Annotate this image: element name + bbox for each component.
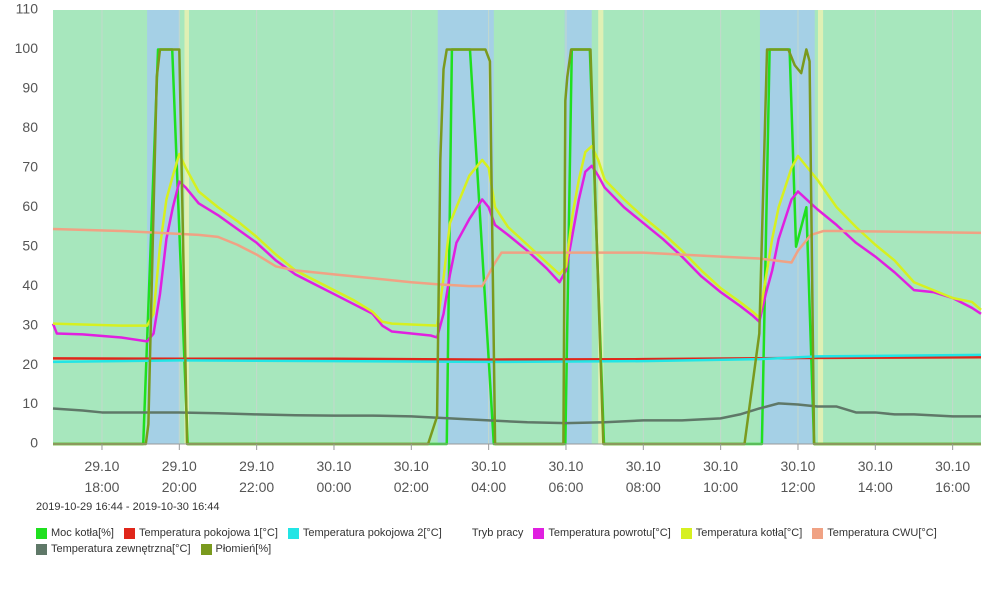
series-line (51, 164, 982, 343)
legend-swatch (200, 543, 212, 555)
legend-label: Temperatura pokojowa 2[°C] (302, 527, 442, 539)
x-tick-label: 30.10 00:00 (316, 458, 352, 495)
x-tick-label: 29.10 20:00 (161, 458, 197, 495)
date-range: 2019-10-29 16:44 - 2019-10-30 16:44 (36, 501, 220, 513)
legend-item: Temperatura powrotu[°C] (533, 526, 671, 540)
legend-swatch (680, 527, 692, 539)
x-tick-label: 30.10 06:00 (548, 458, 584, 495)
y-tick-label: 60 (22, 198, 38, 214)
series-line (52, 144, 982, 327)
x-tick-label: 30.10 10:00 (703, 458, 739, 495)
legend-item: Temperatura zewnętrzna[°C] (36, 542, 191, 556)
x-tick-label: 30.10 04:00 (471, 458, 507, 495)
legend-label: Temperatura powrotu[°C] (548, 527, 671, 539)
background (53, 10, 981, 444)
mode-band (53, 10, 981, 444)
legend-label: Tryb pracy (471, 527, 524, 539)
y-tick-label: 30 (22, 316, 38, 332)
x-tick-label: 30.10 02:00 (393, 458, 429, 495)
y-tick-label: 40 (22, 277, 38, 293)
x-tick-label: 29.10 18:00 (84, 458, 120, 495)
mode-band (817, 10, 824, 444)
legend-label: Temperatura pokojowa 1[°C] (138, 527, 278, 539)
mode-band (184, 10, 189, 444)
y-tick-label: 100 (15, 40, 39, 56)
plot: 0 10 20 30 40 50 60 70 80 90 100 110 (15, 1, 982, 451)
legend-item: Temperatura pokojowa 1[°C] (123, 526, 278, 540)
series-line (52, 353, 982, 364)
legend-item: Tryb pracy (452, 526, 524, 540)
x-tick-label: 30.10 12:00 (780, 458, 816, 495)
legend-swatch (287, 527, 299, 539)
legend-label: Temperatura kotła[°C] (695, 527, 803, 539)
x-tick-label: 30.10 08:00 (625, 458, 661, 495)
legend-item: Temperatura kotła[°C] (680, 526, 803, 540)
y-tick-label: 20 (22, 356, 38, 372)
legend-swatch (533, 527, 545, 539)
legend-swatch (36, 527, 47, 539)
legend-swatch (36, 543, 47, 555)
x-tick-label: 30.10 14:00 (857, 458, 893, 495)
legend-item: Temperatura pokojowa 2[°C] (287, 526, 442, 540)
y-tick-label: 50 (22, 237, 38, 253)
y-tick-label: 70 (22, 159, 38, 175)
x-tick-label: 30.10 16:00 (935, 458, 971, 495)
series-line (52, 227, 982, 288)
legend-item: Temperatura CWU[°C] (812, 526, 937, 540)
legend-item: Moc kotła[%] (36, 526, 114, 540)
legend-label: Płomień[%] (215, 543, 272, 555)
legend-label: Moc kotła[%] (51, 527, 114, 539)
y-tick-label: 110 (16, 1, 39, 17)
y-tick-label: 80 (22, 119, 38, 135)
mode-band (598, 10, 604, 444)
legend-swatch (123, 527, 135, 539)
legend-item: Płomień[%] (200, 542, 272, 556)
legend-label: Temperatura zewnętrzna[°C] (51, 543, 191, 555)
legend-label: Temperatura CWU[°C] (827, 527, 937, 539)
y-tick-label: 0 (30, 435, 38, 450)
y-tick-label: 10 (22, 395, 38, 411)
x-tick-label: 29.10 22:00 (239, 458, 275, 495)
legend-swatch (812, 527, 824, 539)
y-tick-label: 90 (22, 80, 38, 96)
legend: Moc kotła[%] Temperatura pokojowa 1[°C] Te… (36, 526, 986, 556)
series-line (52, 402, 981, 425)
